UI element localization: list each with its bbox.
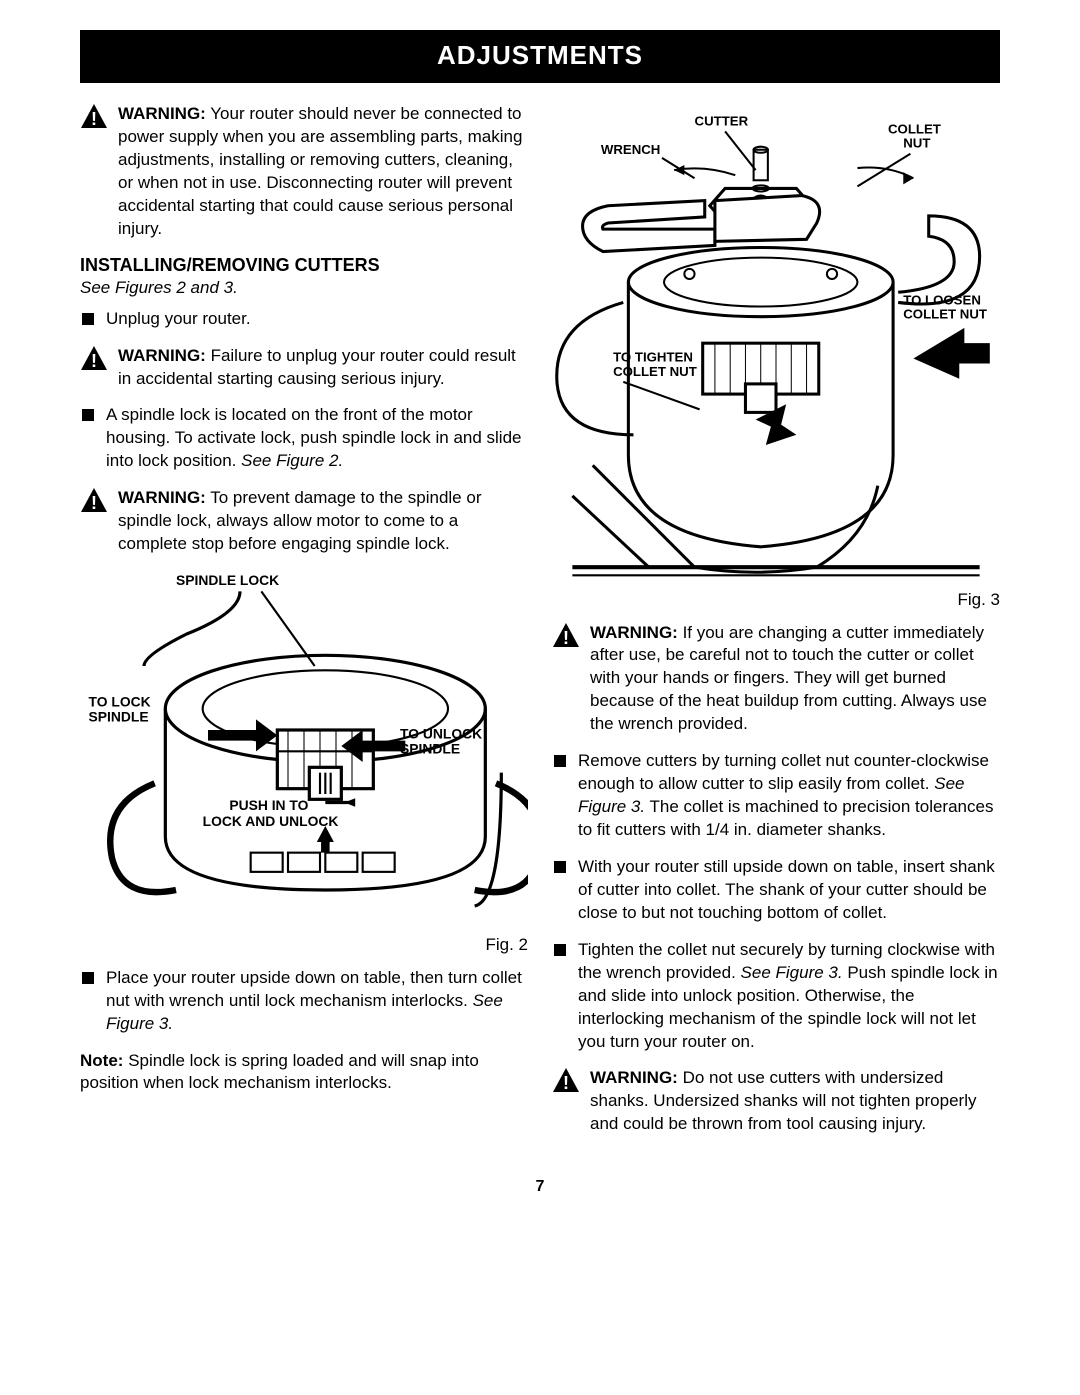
section-heading: INSTALLING/REMOVING CUTTERS: [80, 255, 528, 276]
bullet-3-pre: Place your router upside down on table, …: [106, 968, 522, 1010]
bullet-1: Unplug your router.: [80, 308, 528, 331]
warning-4: ! WARNING: If you are changing a cutter …: [552, 622, 1000, 737]
svg-text:PUSH IN TO: PUSH IN TO: [229, 797, 308, 813]
bullet-6: Tighten the collet nut securely by turni…: [552, 939, 1000, 1054]
warning-icon: !: [80, 487, 110, 513]
svg-text:TO TIGHTENCOLLET NUT: TO TIGHTENCOLLET NUT: [613, 350, 697, 379]
figure-3-svg: CUTTER WRENCH COLLETNUT: [552, 109, 1000, 588]
svg-text:COLLETNUT: COLLETNUT: [888, 121, 941, 150]
svg-text:SPINDLE LOCK: SPINDLE LOCK: [176, 572, 279, 588]
bullet-text: Unplug your router.: [106, 308, 251, 331]
warning-3-text: WARNING: To prevent damage to the spindl…: [118, 487, 528, 556]
bullet-marker: [82, 972, 94, 984]
warning-5: ! WARNING: Do not use cutters with under…: [552, 1067, 1000, 1136]
bullet-text: Remove cutters by turning collet nut cou…: [578, 750, 1000, 842]
figure-2-svg: SPINDLE LOCK: [80, 570, 528, 933]
bullet-text: A spindle lock is located on the front o…: [106, 404, 528, 473]
bullet-4: Remove cutters by turning collet nut cou…: [552, 750, 1000, 842]
warning-body: Your router should never be connected to…: [118, 104, 522, 238]
svg-text:TO LOCKSPINDLE: TO LOCKSPINDLE: [89, 694, 151, 725]
note-label: Note:: [80, 1051, 123, 1070]
warning-label: WARNING:: [590, 623, 678, 642]
bullet-3: Place your router upside down on table, …: [80, 967, 528, 1036]
svg-text:TO UNLOCKSPINDLE: TO UNLOCKSPINDLE: [400, 726, 482, 757]
svg-text:!: !: [563, 628, 569, 648]
header-bar: ADJUSTMENTS: [80, 30, 1000, 83]
figure-2-caption: Fig. 2: [80, 935, 528, 955]
figure-3: CUTTER WRENCH COLLETNUT: [552, 109, 1000, 610]
note-block: Note: Spindle lock is spring loaded and …: [80, 1050, 528, 1096]
svg-text:WRENCH: WRENCH: [601, 142, 660, 157]
note-text: Spindle lock is spring loaded and will s…: [80, 1051, 479, 1093]
page-title: ADJUSTMENTS: [437, 40, 643, 70]
svg-text:CUTTER: CUTTER: [695, 113, 749, 128]
bullet-5: With your router still upside down on ta…: [552, 856, 1000, 925]
warning-label: WARNING:: [590, 1068, 678, 1087]
figure-3-caption: Fig. 3: [552, 590, 1000, 610]
svg-text:!: !: [91, 351, 97, 371]
svg-text:!: !: [91, 109, 97, 129]
bullet-4-pre: Remove cutters by turning collet nut cou…: [578, 751, 989, 793]
see-figures: See Figures 2 and 3.: [80, 278, 528, 298]
warning-label: WARNING:: [118, 104, 206, 123]
bullet-marker: [82, 409, 94, 421]
bullet-marker: [554, 861, 566, 873]
bullet-text: Tighten the collet nut securely by turni…: [578, 939, 1000, 1054]
warning-2: ! WARNING: Failure to unplug your router…: [80, 345, 528, 391]
bullet-marker: [82, 313, 94, 325]
warning-icon: !: [552, 1067, 582, 1093]
warning-1: ! WARNING: Your router should never be c…: [80, 103, 528, 241]
bullet-text: With your router still upside down on ta…: [578, 856, 1000, 925]
right-column: CUTTER WRENCH COLLETNUT: [552, 103, 1000, 1150]
svg-text:!: !: [563, 1073, 569, 1093]
svg-text:TO LOOSENCOLLET NUT: TO LOOSENCOLLET NUT: [903, 292, 987, 321]
bullet-2: A spindle lock is located on the front o…: [80, 404, 528, 473]
page: ADJUSTMENTS ! WARNING: Your router shoul…: [0, 0, 1080, 1216]
warning-icon: !: [552, 622, 582, 648]
warning-4-text: WARNING: If you are changing a cutter im…: [590, 622, 1000, 737]
figure-2: SPINDLE LOCK: [80, 570, 528, 955]
warning-icon: !: [80, 345, 110, 371]
page-number: 7: [80, 1178, 1000, 1196]
warning-label: WARNING:: [118, 346, 206, 365]
warning-1-text: WARNING: Your router should never be con…: [118, 103, 528, 241]
warning-2-text: WARNING: Failure to unplug your router c…: [118, 345, 528, 391]
svg-text:!: !: [91, 493, 97, 513]
bullet-marker: [554, 944, 566, 956]
warning-label: WARNING:: [118, 488, 206, 507]
bullet-marker: [554, 755, 566, 767]
bullet-6-em: See Figure 3.: [741, 963, 843, 982]
warning-icon: !: [80, 103, 110, 129]
warning-5-text: WARNING: Do not use cutters with undersi…: [590, 1067, 1000, 1136]
bullet-text: Place your router upside down on table, …: [106, 967, 528, 1036]
warning-3: ! WARNING: To prevent damage to the spin…: [80, 487, 528, 556]
svg-text:LOCK AND UNLOCK: LOCK AND UNLOCK: [203, 813, 339, 829]
left-column: ! WARNING: Your router should never be c…: [80, 103, 528, 1150]
bullet-2-em: See Figure 2.: [241, 451, 343, 470]
columns: ! WARNING: Your router should never be c…: [80, 103, 1000, 1150]
